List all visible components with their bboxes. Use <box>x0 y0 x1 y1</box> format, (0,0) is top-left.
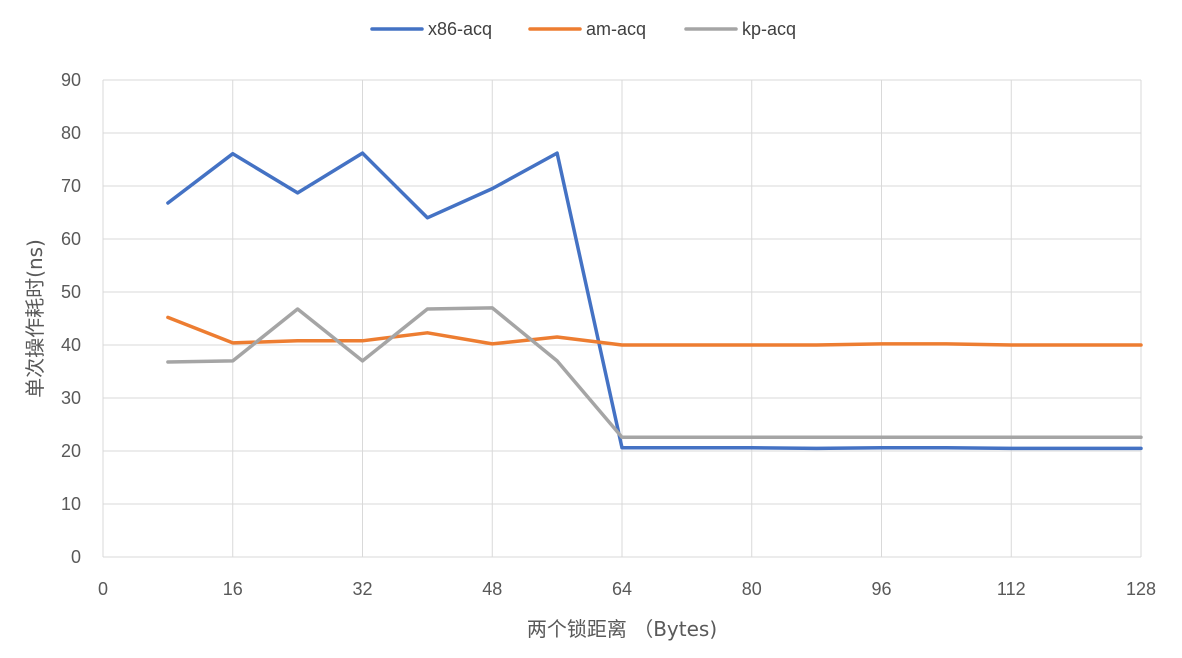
legend: x86-acq am-acq kp-acq <box>370 19 796 39</box>
y-tick-label: 60 <box>61 229 81 249</box>
x-axis-title: 两个锁距离 （Bytes) <box>527 617 717 641</box>
legend-label-am-acq: am-acq <box>586 19 646 39</box>
y-tick-label: 30 <box>61 388 81 408</box>
series-line-x86-acq <box>166 151 1143 451</box>
y-tick-label: 50 <box>61 282 81 302</box>
y-tick-label: 20 <box>61 441 81 461</box>
y-tick-label: 10 <box>61 494 81 514</box>
y-tick-label: 80 <box>61 123 81 143</box>
x-tick-label: 80 <box>742 579 762 599</box>
x-tick-label: 112 <box>997 579 1026 599</box>
x-tick-label: 48 <box>482 579 502 599</box>
x-tick-label: 16 <box>223 579 243 599</box>
series-line-am-acq <box>166 315 1143 347</box>
y-tick-label: 0 <box>71 547 81 567</box>
legend-label-x86-acq: x86-acq <box>428 19 492 39</box>
x-gridlines <box>102 80 1142 557</box>
y-tick-label: 90 <box>61 70 81 90</box>
y-tick-label: 40 <box>61 335 81 355</box>
x-tick-labels: 0 16 32 48 64 80 96 112 128 <box>98 579 1156 599</box>
y-tick-labels: 0 10 20 30 40 50 60 70 80 90 <box>61 70 81 567</box>
x-tick-label: 64 <box>612 579 632 599</box>
y-tick-label: 70 <box>61 176 81 196</box>
y-axis-title: 单次操作耗时(ns) <box>23 239 47 398</box>
legend-label-kp-acq: kp-acq <box>742 19 796 39</box>
series-lines <box>166 151 1143 451</box>
x-tick-label: 96 <box>871 579 891 599</box>
x-tick-label: 0 <box>98 579 108 599</box>
series-line-kp-acq <box>166 306 1143 439</box>
x-tick-label: 128 <box>1126 579 1156 599</box>
x-tick-label: 32 <box>352 579 372 599</box>
